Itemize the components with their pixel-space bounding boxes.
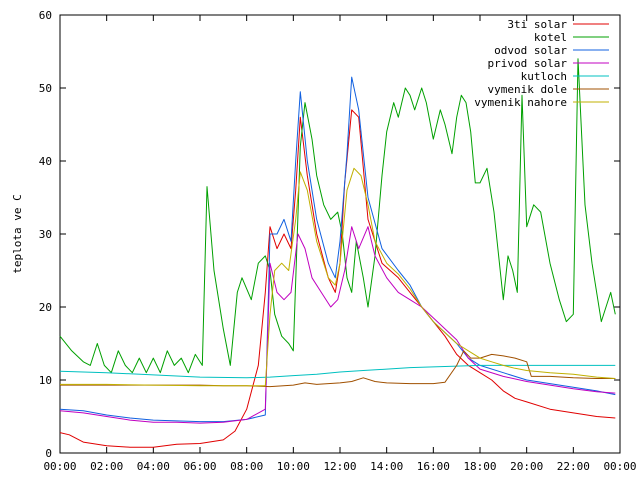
x-tick-label: 16:00 — [417, 460, 450, 473]
legend-label: vymenik dole — [488, 83, 567, 96]
legend-label: kotel — [534, 31, 567, 44]
x-tick-label: 10:00 — [277, 460, 310, 473]
x-tick-label: 22:00 — [557, 460, 590, 473]
x-tick-label: 08:00 — [230, 460, 263, 473]
series-line-odvod-solar — [59, 76, 616, 423]
x-tick-label: 14:00 — [370, 460, 403, 473]
legend-label: 3ti solar — [507, 18, 567, 31]
x-tick-label: 20:00 — [510, 460, 543, 473]
y-axis-label: teplota ve C — [11, 194, 24, 273]
y-tick-label: 40 — [39, 155, 52, 168]
x-tick-label: 00:00 — [603, 460, 636, 473]
series-line-3ti-solar — [59, 109, 616, 448]
x-tick-label: 00:00 — [43, 460, 76, 473]
legend-label: kutloch — [521, 70, 567, 83]
y-tick-label: 10 — [39, 374, 52, 387]
legend-label: vymenik nahore — [474, 96, 567, 109]
x-tick-label: 02:00 — [90, 460, 123, 473]
x-tick-label: 04:00 — [137, 460, 170, 473]
series-line-kutloch — [59, 364, 616, 379]
x-axis-ticks: 00:00 02:00 04:00 06:00 08:00 10:00 12:00 14:00… — [43, 15, 637, 473]
series-line-kotel — [59, 58, 616, 374]
y-axis-ticks: 0 10 20 30 40 50 60 — [39, 9, 620, 460]
y-tick-label: 0 — [45, 447, 52, 460]
x-tick-label: 18:00 — [463, 460, 496, 473]
x-tick-label: 06:00 — [183, 460, 216, 473]
y-tick-label: 60 — [39, 9, 52, 22]
y-tick-label: 30 — [39, 228, 52, 241]
legend-label: odvod solar — [494, 44, 567, 57]
series-lines — [59, 58, 616, 448]
series-line-privod-solar — [59, 226, 616, 424]
series-line-vymenik-nahore — [60, 167, 616, 387]
legend-label: privod solar — [488, 57, 568, 70]
x-tick-label: 12:00 — [323, 460, 356, 473]
y-tick-label: 20 — [39, 301, 52, 314]
y-tick-label: 50 — [39, 82, 52, 95]
